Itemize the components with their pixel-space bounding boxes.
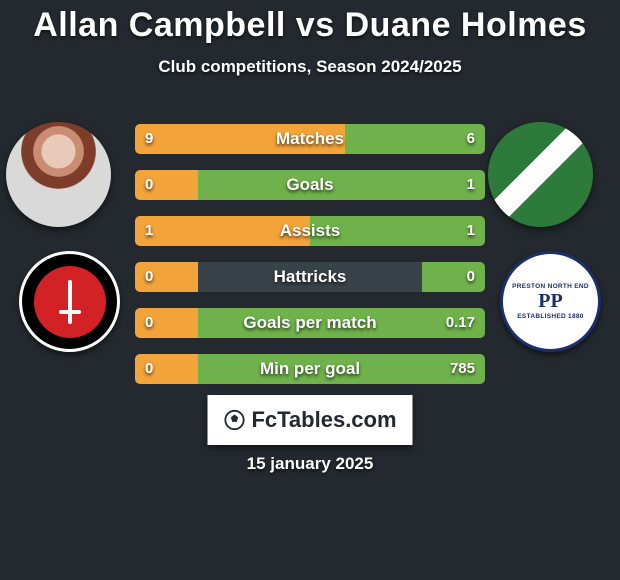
stat-row: Goals01 <box>135 170 485 200</box>
title-player2: Duane Holmes <box>345 6 587 44</box>
stat-row: Min per goal0785 <box>135 354 485 384</box>
bar-segment-player2 <box>310 216 485 246</box>
preston-crest-icon: PRESTON NORTH END PP ESTABLISHED 1880 <box>512 263 590 341</box>
crest-text-bottom: ESTABLISHED 1880 <box>517 313 583 320</box>
bar-track <box>135 354 485 384</box>
stat-row: Hattricks00 <box>135 262 485 292</box>
bar-track <box>135 216 485 246</box>
bar-segment-player1 <box>135 124 345 154</box>
subtitle: Club competitions, Season 2024/2025 <box>0 57 620 77</box>
title-vs: vs <box>296 6 335 44</box>
date-text: 15 january 2025 <box>0 454 620 474</box>
title-player1: Allan Campbell <box>33 6 286 44</box>
bar-segment-player1 <box>135 262 198 292</box>
player2-portrait <box>488 122 593 227</box>
bar-segment-player1 <box>135 170 198 200</box>
stat-row: Assists11 <box>135 216 485 246</box>
bar-segment-player2 <box>198 170 485 200</box>
bar-segment-player2 <box>422 262 485 292</box>
bar-track <box>135 262 485 292</box>
charlton-crest-icon <box>34 266 106 338</box>
page-title: Allan Campbell vs Duane Holmes <box>0 0 620 45</box>
comparison-bars: Matches96 Goals01 Assists11 Hattricks00 Goal… <box>135 124 485 400</box>
branding-text: FcTables.com <box>251 407 396 433</box>
bar-segment-player1 <box>135 216 310 246</box>
bar-segment-player2 <box>198 308 485 338</box>
player1-portrait <box>6 122 111 227</box>
player1-club-badge <box>19 251 120 352</box>
soccer-ball-icon <box>223 409 245 431</box>
bar-segment-player2 <box>345 124 485 154</box>
stat-row: Matches96 <box>135 124 485 154</box>
player2-club-badge: PRESTON NORTH END PP ESTABLISHED 1880 <box>500 251 601 352</box>
bar-track <box>135 124 485 154</box>
bar-track <box>135 170 485 200</box>
branding-box: FcTables.com <box>208 395 413 445</box>
crest-pp: PP <box>538 290 562 313</box>
bar-segment-neutral <box>198 262 422 292</box>
bar-segment-player1 <box>135 354 198 384</box>
bar-track <box>135 308 485 338</box>
bar-segment-player1 <box>135 308 198 338</box>
crest-text-top: PRESTON NORTH END <box>512 283 589 290</box>
sword-icon <box>68 280 72 324</box>
stat-row: Goals per match00.17 <box>135 308 485 338</box>
bar-segment-player2 <box>198 354 485 384</box>
